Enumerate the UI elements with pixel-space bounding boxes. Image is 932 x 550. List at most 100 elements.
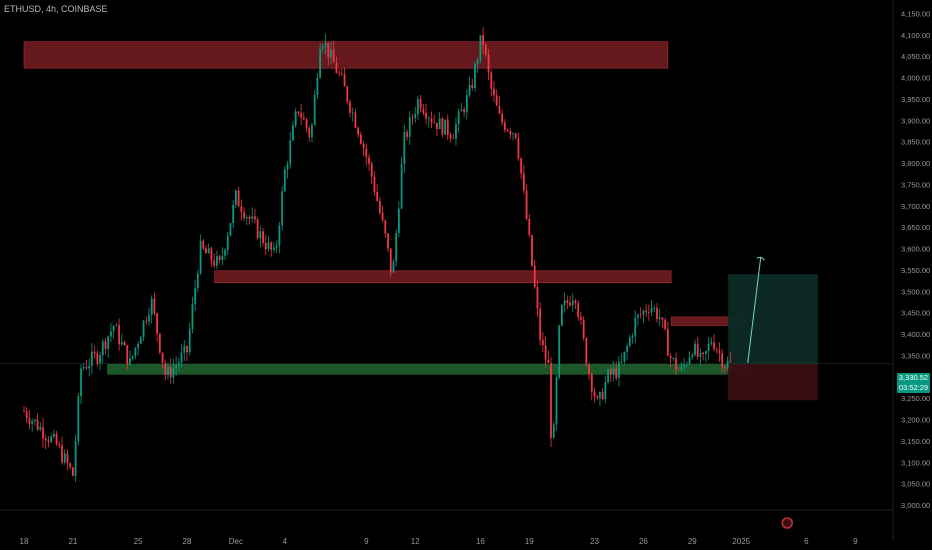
candle-body [525, 190, 528, 219]
candle-body [392, 261, 395, 273]
candle-body [427, 118, 430, 120]
x-tick-label: 6 [804, 537, 809, 546]
candle-body [167, 367, 169, 375]
candle-body [531, 235, 533, 266]
zone-support[interactable] [107, 363, 751, 375]
candle-body [365, 148, 368, 158]
candle-body [430, 118, 433, 123]
candle-body [446, 119, 449, 135]
candle-body [501, 113, 504, 123]
candle-body [566, 300, 569, 303]
candle-body [101, 341, 104, 356]
zones-layer [23, 41, 818, 401]
candle-body [267, 242, 270, 250]
x-tick-label: 9 [853, 537, 858, 546]
candle-body [688, 357, 691, 364]
candle-body [259, 231, 262, 239]
candle-body [493, 88, 495, 96]
candle-body [376, 191, 379, 201]
candle-body [354, 112, 357, 128]
zone-resistance-top[interactable] [23, 41, 669, 69]
candle-body [718, 350, 721, 354]
candle-body [82, 366, 85, 369]
candle-body [294, 111, 297, 126]
candle-body [158, 333, 161, 353]
candle-body [694, 343, 696, 355]
candle-body [609, 369, 612, 375]
y-tick-label: 4,000.00 [901, 74, 930, 83]
candle-body [349, 101, 351, 113]
y-tick-label: 3,550.00 [901, 266, 930, 275]
candle-body [74, 440, 77, 476]
candle-body [384, 220, 387, 234]
x-tick-label: 19 [525, 537, 534, 546]
candle-body [115, 325, 118, 327]
candle-body [161, 352, 164, 364]
candle-body [191, 304, 194, 329]
candle-body [574, 300, 577, 304]
candle-body [131, 355, 134, 359]
candle-body [514, 133, 517, 139]
candle-body [403, 132, 406, 165]
candle-body [601, 391, 604, 400]
candle-body [156, 313, 159, 334]
candle-body [588, 365, 590, 375]
candle-body [311, 124, 313, 137]
candle-body [544, 345, 547, 360]
candle-body [210, 248, 213, 261]
candle-body [107, 336, 110, 349]
candle-body [612, 368, 615, 375]
candle-body [245, 217, 248, 219]
zone-target[interactable] [728, 274, 818, 364]
candle-body [240, 206, 243, 213]
candle-body [145, 320, 148, 322]
candle-body [221, 255, 224, 261]
candle-body [503, 122, 506, 131]
y-tick-label: 3,700.00 [901, 202, 930, 211]
candle-body [308, 128, 311, 137]
candle-body [351, 112, 354, 114]
candle-body [498, 105, 501, 114]
zone-resistance-mid[interactable] [214, 270, 672, 284]
candle-body [599, 391, 601, 399]
candle-body [455, 124, 457, 139]
candle-body [25, 411, 28, 419]
candle-body [343, 74, 346, 87]
candle-body [324, 42, 327, 47]
candle-body [205, 248, 207, 254]
candle-body [80, 368, 82, 397]
candle-body [666, 329, 669, 356]
candle-body [536, 286, 539, 309]
candle-body [452, 138, 455, 140]
candle-body [463, 109, 465, 113]
candle-body [713, 342, 715, 350]
candle-body [647, 312, 650, 313]
candle-body [188, 328, 191, 353]
candle-body [561, 305, 563, 326]
candle-body [262, 231, 264, 244]
y-tick-label: 3,150.00 [901, 437, 930, 446]
candle-body [569, 302, 571, 306]
x-tick-label: 29 [688, 537, 697, 546]
overlay-layer [0, 256, 893, 365]
candle-body [120, 341, 123, 345]
y-tick-label: 4,100.00 [901, 31, 930, 40]
candle-body [316, 77, 319, 95]
candle-body [335, 62, 338, 74]
event-marker-icon[interactable] [781, 517, 793, 529]
candle-body [23, 410, 25, 412]
current-price-value: 3,330.52 [898, 373, 929, 382]
candle-body [563, 300, 566, 306]
candle-body [278, 225, 281, 246]
x-tick-label: 4 [283, 537, 288, 546]
candle-body [395, 232, 398, 262]
candle-body [332, 49, 335, 63]
candle-body [476, 60, 479, 65]
candle-body [724, 367, 726, 369]
candle-body [148, 314, 150, 322]
candle-body [400, 164, 403, 209]
candle-body [44, 438, 47, 441]
zone-stop[interactable] [728, 363, 818, 401]
candle-body [139, 337, 142, 344]
